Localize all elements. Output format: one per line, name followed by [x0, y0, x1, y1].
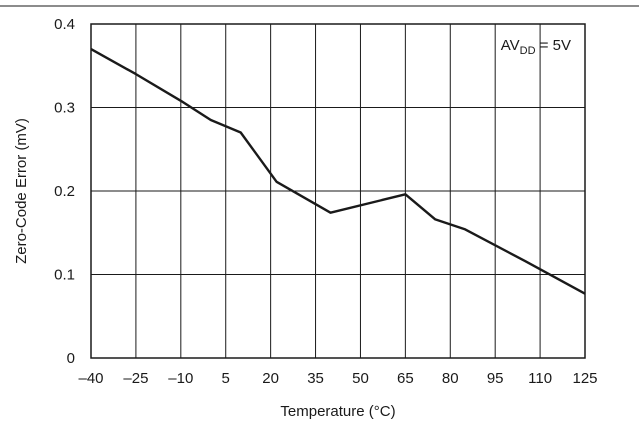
x-tick-label: 35 — [307, 370, 324, 387]
y-axis-title: Zero-Code Error (mV) — [13, 118, 30, 264]
x-tick-label: 125 — [572, 370, 597, 387]
y-tick-label: 0 — [67, 350, 75, 367]
x-tick-labels: –40 –25 –10 5 20 35 50 65 80 95 110 125 — [78, 370, 597, 387]
grid — [90, 23, 586, 359]
x-tick-label: 110 — [528, 370, 552, 387]
x-tick-label: 80 — [442, 370, 459, 387]
series-layer — [90, 48, 586, 295]
x-tick-label: 65 — [397, 370, 414, 387]
y-tick-labels: 0 0.1 0.2 0.3 0.4 — [54, 16, 75, 367]
x-tick-label: 50 — [352, 370, 369, 387]
x-axis-title: Temperature (°C) — [280, 403, 395, 420]
y-tick-label: 0.1 — [54, 267, 75, 284]
y-tick-label: 0.4 — [54, 16, 75, 33]
series-line-0 — [90, 48, 586, 295]
x-tick-label: –40 — [78, 370, 103, 387]
x-tick-label: 5 — [222, 370, 230, 387]
y-tick-label: 0.2 — [54, 183, 75, 200]
x-tick-label: –10 — [168, 370, 193, 387]
y-tick-label: 0.3 — [54, 100, 75, 117]
plot-frame — [90, 23, 586, 359]
x-tick-label: –25 — [123, 370, 148, 387]
annotation-subscript: DD — [520, 45, 536, 57]
annotation-prefix: AV — [501, 37, 520, 54]
x-tick-label: 95 — [487, 370, 504, 387]
annotation-suffix: = 5V — [536, 37, 571, 54]
x-tick-label: 20 — [262, 370, 279, 387]
supply-voltage-annotation: AVDD = 5V — [501, 37, 571, 57]
